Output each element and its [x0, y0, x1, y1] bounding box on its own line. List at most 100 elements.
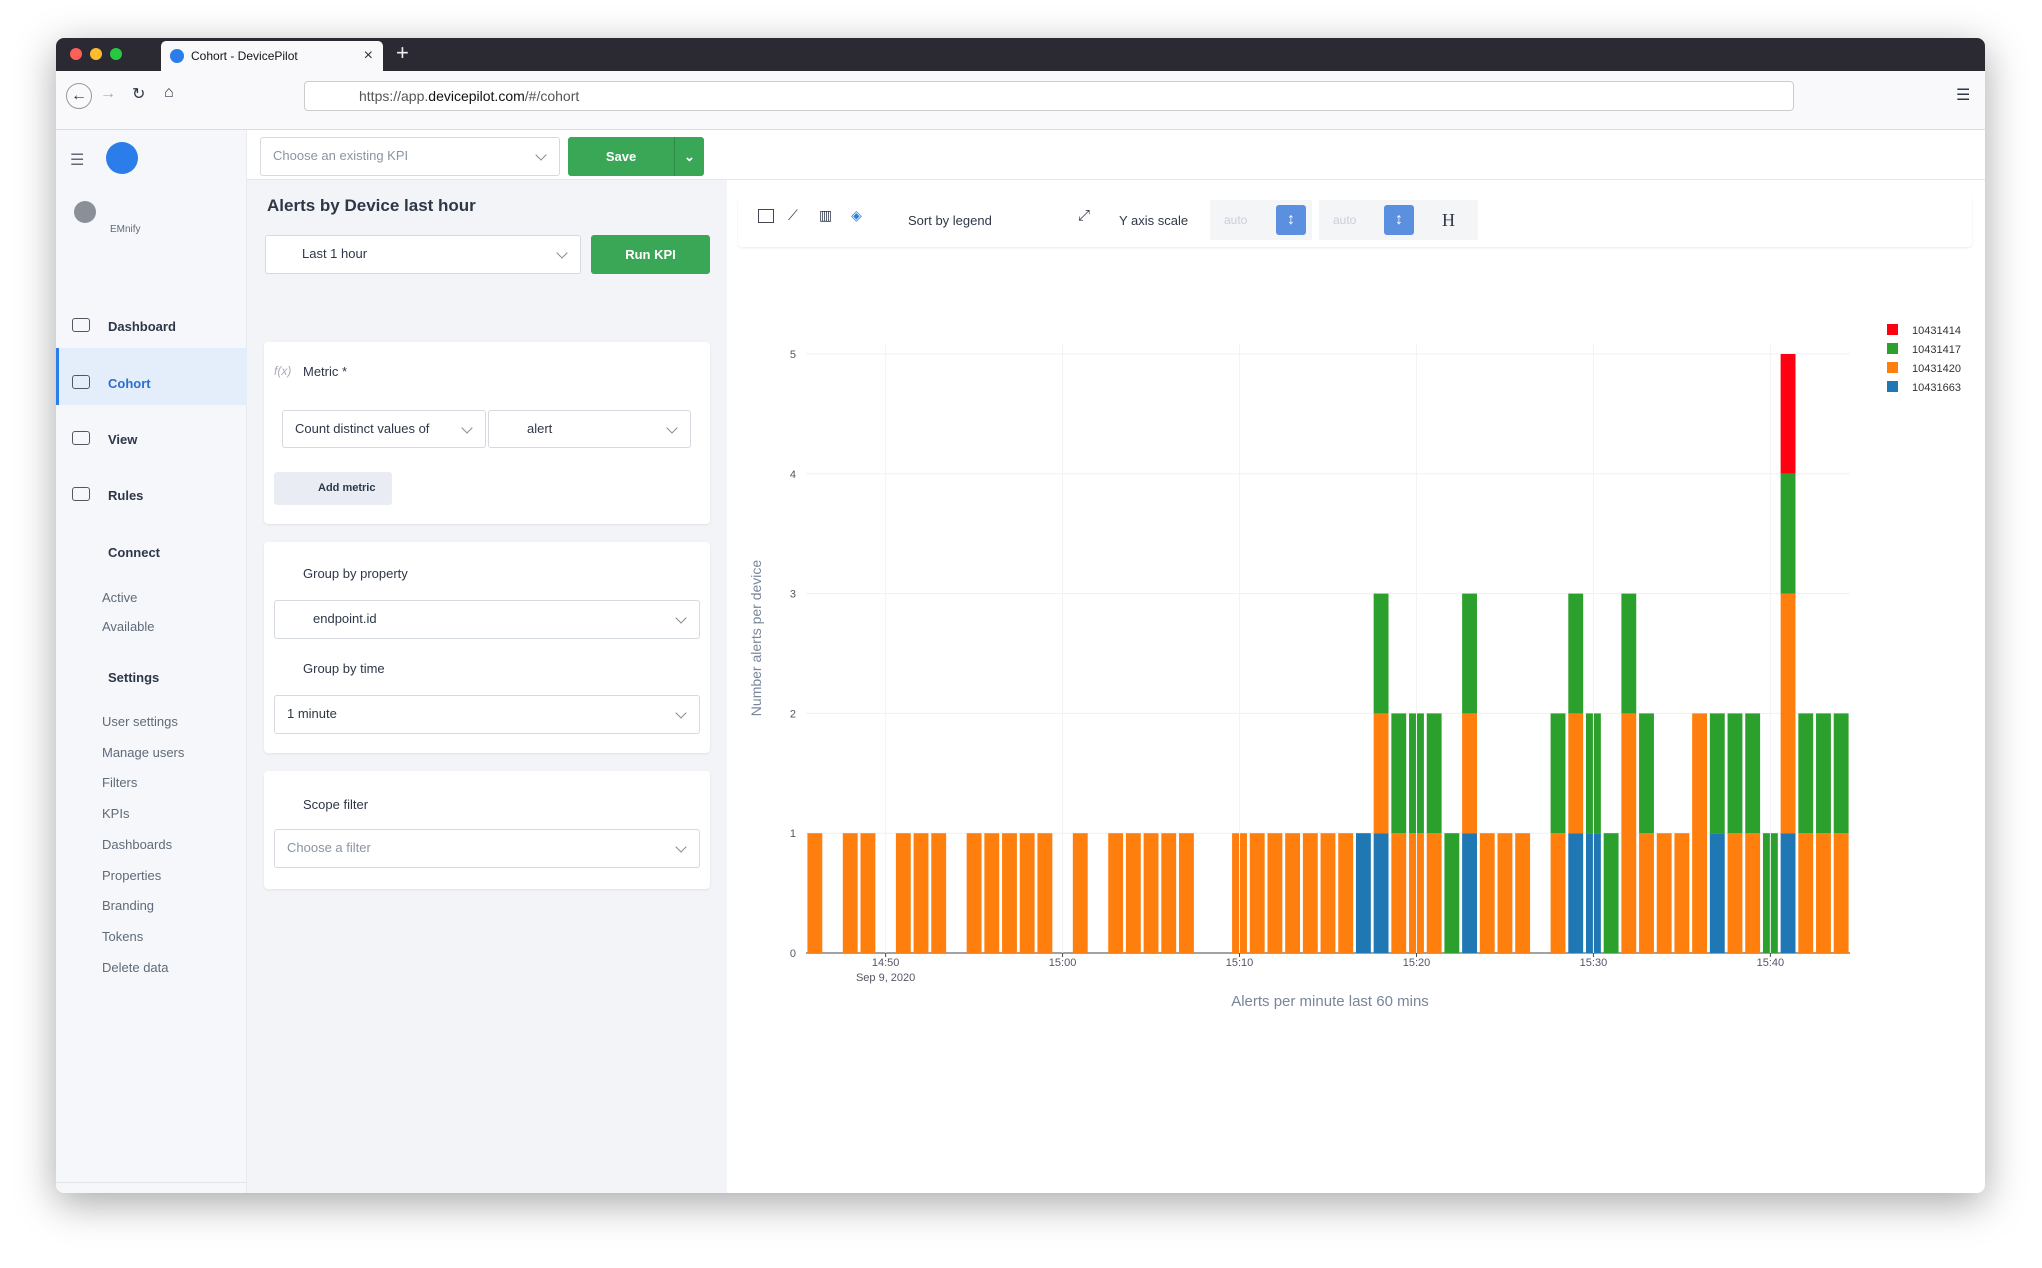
bar-segment [1656, 833, 1672, 953]
time-bucket-select[interactable]: 1 minute [274, 695, 700, 734]
x-tick-label: 15:20 [1403, 957, 1431, 969]
bar-segment [1373, 713, 1389, 834]
kpi-panel: Alerts by Device last hour Last 1 hour R… [247, 180, 727, 1193]
hamburger[interactable]: ☰ [70, 152, 85, 169]
y-min-toggle[interactable]: ↕ [1276, 205, 1306, 235]
avatar[interactable] [74, 201, 96, 223]
metric-icon: f(x) [274, 364, 292, 378]
time-range-select[interactable]: Last 1 hour [265, 235, 581, 274]
sub-item[interactable]: Manage users [102, 744, 185, 760]
metric-card: f(x) Metric * Count distinct values of a… [264, 342, 710, 524]
nav-item[interactable]: Cohort [108, 376, 151, 391]
scope-card: Scope filter Choose a filter [264, 771, 710, 889]
nav-item[interactable]: View [108, 432, 138, 447]
bar-segment [1568, 833, 1584, 953]
group-property-label: Group by property [303, 566, 408, 581]
bar-segment [1692, 713, 1708, 953]
sub-item[interactable]: Active [102, 590, 138, 605]
tab[interactable]: Cohort - DevicePilot × [161, 41, 383, 71]
bar-segment [1462, 713, 1477, 834]
sub-item[interactable]: Delete data [102, 959, 169, 975]
url-field[interactable]: https://app.devicepilot.com/#/cohort [304, 81, 1794, 111]
add-metric-button[interactable]: Add metric [274, 472, 392, 505]
bar-segment [1727, 713, 1743, 834]
bar-segment [1249, 833, 1265, 953]
y-scale-label: Y axis scale [1119, 213, 1189, 228]
group-card: Group by property endpoint.id Group by t… [264, 542, 710, 753]
sub-item[interactable]: Filters [102, 775, 138, 791]
chart-toolbar: ⟋ ▥ ◈ Sort by legend ⤢ Y axis scale auto… [738, 195, 1972, 247]
table-icon[interactable] [758, 209, 774, 223]
y-max-toggle[interactable]: ↕ [1384, 205, 1414, 235]
bar-segment [1373, 833, 1389, 953]
bar-segment [807, 833, 823, 953]
h-button[interactable]: H [1419, 200, 1478, 240]
url-path: /#/cohort [524, 88, 580, 104]
tab-close[interactable]: × [363, 47, 373, 64]
menu-button[interactable]: ☰ [1956, 87, 1971, 104]
filter-select[interactable]: Choose a filter [274, 829, 700, 868]
bar-segment [895, 833, 911, 953]
x-tick-label: 14:50 [872, 957, 900, 969]
nav-item[interactable]: Rules [108, 488, 144, 503]
legend-swatch [1887, 381, 1898, 392]
bar-segment [1621, 713, 1637, 953]
reload-button[interactable]: ↻ [132, 86, 146, 103]
sub-item[interactable]: User settings [102, 714, 178, 729]
stack-icon[interactable]: ◈ [851, 207, 862, 223]
bar-segment [1391, 713, 1407, 834]
run-kpi-button[interactable]: Run KPI [591, 235, 710, 274]
save-button[interactable]: Save ⌄ [568, 137, 704, 176]
min-dot[interactable] [90, 48, 102, 60]
nav-item[interactable]: Settings [108, 670, 160, 685]
url-prefix: https://app. [359, 88, 429, 104]
max-dot[interactable] [110, 48, 122, 60]
group-time-label: Group by time [303, 661, 385, 676]
line-icon[interactable]: ⟋ [788, 207, 798, 223]
legend-label: 10431414 [1912, 325, 1961, 337]
bar-segment [1355, 833, 1371, 953]
nav-item[interactable]: Connect [108, 545, 160, 560]
bar-segment [1727, 833, 1743, 953]
y-tick-label: 5 [790, 349, 796, 361]
bar-segment [1550, 713, 1566, 834]
sub-item[interactable]: Branding [102, 898, 155, 914]
bar-segment [1639, 713, 1654, 834]
metric-field-select[interactable]: alert [488, 410, 691, 448]
nav-item[interactable]: Dashboard [108, 319, 176, 334]
new-tab[interactable]: + [396, 40, 409, 65]
metric-fn-select[interactable]: Count distinct values of [282, 410, 486, 448]
close-dot[interactable] [70, 48, 82, 60]
bar-icon[interactable]: ▥ [819, 207, 833, 223]
save-dropdown[interactable]: ⌄ [674, 137, 704, 176]
nav-icon [72, 375, 90, 389]
bar-segment [1745, 713, 1761, 834]
user-name: EMnify [110, 224, 141, 235]
sub-item[interactable]: Properties [102, 867, 162, 883]
property-select[interactable]: endpoint.id [274, 600, 700, 639]
bar-segment [1497, 833, 1513, 953]
sub-item[interactable]: Tokens [102, 928, 144, 944]
bar-segment [1639, 833, 1654, 953]
y-tick-label: 3 [790, 589, 796, 601]
bar-segment [1125, 833, 1141, 953]
sub-item[interactable]: KPIs [102, 806, 130, 822]
sort-select[interactable]: Sort by legend [908, 213, 992, 228]
logo[interactable] [106, 142, 138, 174]
legend-label: 10431663 [1912, 382, 1961, 394]
x-tick-label: 15:40 [1757, 957, 1785, 969]
kpi-select[interactable]: Choose an existing KPI [260, 137, 560, 176]
scope-label: Scope filter [303, 797, 369, 812]
expand-icon[interactable]: ⤢ [1078, 207, 1091, 224]
bar-segment [931, 833, 947, 953]
sub-item[interactable]: Available [102, 619, 155, 634]
sub-item[interactable]: Dashboards [102, 836, 173, 852]
bar-segment [1780, 593, 1796, 834]
forward-button[interactable]: → [100, 85, 116, 102]
bar-segment [1444, 833, 1460, 953]
y-tick-label: 1 [790, 828, 796, 840]
x-sublabel: Sep 9, 2020 [856, 972, 915, 984]
home-button[interactable]: ⌂ [164, 84, 174, 101]
back-button[interactable]: ← [66, 83, 92, 109]
